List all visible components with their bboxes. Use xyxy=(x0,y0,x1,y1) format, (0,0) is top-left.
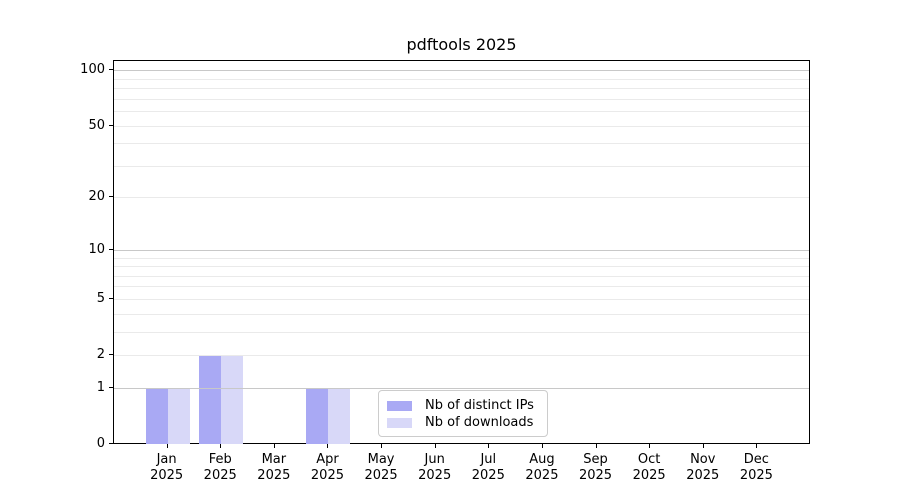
gridline-minor-9 xyxy=(114,257,809,259)
gridline-minor-3 xyxy=(114,331,809,333)
gridline-minor-2 xyxy=(114,355,809,357)
bar-jan-distinct-ips xyxy=(145,388,168,444)
bar-feb-downloads xyxy=(221,356,244,444)
bar-apr-distinct-ips xyxy=(306,388,329,444)
x-tick-mark-apr xyxy=(327,444,329,448)
x-tick-mark-nov xyxy=(702,444,704,448)
gridline-minor-30 xyxy=(114,165,809,167)
y-tick-label-2: 2 xyxy=(96,347,105,363)
chart-title: pdftools 2025 xyxy=(406,35,517,54)
y-tick-label-5: 5 xyxy=(96,290,105,306)
legend-item-distinct-ips: Nb of distinct IPs xyxy=(387,398,537,413)
gridline-minor-80 xyxy=(114,88,809,90)
y-tick-label-10: 10 xyxy=(88,241,105,257)
gridline-minor-40 xyxy=(114,143,809,145)
x-tick-label-dec: Dec 2025 xyxy=(739,452,773,483)
gridline-major-1 xyxy=(114,387,809,389)
x-tick-mark-jan xyxy=(166,444,168,448)
legend-label-downloads: Nb of downloads xyxy=(425,415,534,430)
y-tick-mark-5 xyxy=(109,297,113,299)
y-tick-mark-1 xyxy=(109,386,113,388)
x-tick-label-jun: Jun 2025 xyxy=(418,452,452,483)
bar-feb-distinct-ips xyxy=(199,356,222,444)
legend-item-downloads: Nb of downloads xyxy=(387,415,537,430)
x-tick-label-jul: Jul 2025 xyxy=(471,452,505,483)
gridline-major-100 xyxy=(114,70,809,72)
gridline-minor-50 xyxy=(114,125,809,127)
gridline-minor-5 xyxy=(114,298,809,300)
legend: Nb of distinct IPs Nb of downloads xyxy=(378,390,548,437)
x-tick-label-nov: Nov 2025 xyxy=(686,452,720,483)
gridline-minor-8 xyxy=(114,266,809,268)
y-tick-mark-10 xyxy=(109,248,113,250)
x-tick-mark-mar xyxy=(273,444,275,448)
x-tick-label-feb: Feb 2025 xyxy=(203,452,237,483)
gridline-minor-7 xyxy=(114,275,809,277)
plot-area xyxy=(113,60,810,444)
gridline-minor-20 xyxy=(114,197,809,199)
gridline-minor-70 xyxy=(114,98,809,100)
x-tick-mark-feb xyxy=(220,444,222,448)
x-tick-mark-dec xyxy=(756,444,758,448)
y-tick-label-100: 100 xyxy=(80,62,105,78)
x-tick-mark-sep xyxy=(595,444,597,448)
bar-jan-downloads xyxy=(167,388,190,444)
y-tick-mark-100 xyxy=(109,69,113,71)
legend-swatch-downloads xyxy=(387,417,412,428)
y-tick-label-1: 1 xyxy=(96,379,105,395)
x-tick-mark-jul xyxy=(488,444,490,448)
gridline-minor-4 xyxy=(114,313,809,315)
x-tick-label-jan: Jan 2025 xyxy=(150,452,184,483)
x-tick-mark-jun xyxy=(434,444,436,448)
x-tick-label-apr: Apr 2025 xyxy=(310,452,344,483)
bar-apr-downloads xyxy=(328,388,351,444)
y-tick-mark-2 xyxy=(109,354,113,356)
y-tick-label-0: 0 xyxy=(96,436,105,451)
x-tick-label-sep: Sep 2025 xyxy=(578,452,613,483)
legend-swatch-distinct-ips xyxy=(387,400,412,411)
x-tick-label-aug: Aug 2025 xyxy=(525,452,559,483)
y-tick-mark-20 xyxy=(109,196,113,198)
x-tick-label-oct: Oct 2025 xyxy=(632,452,666,483)
gridline-minor-6 xyxy=(114,286,809,288)
gridline-minor-90 xyxy=(114,78,809,80)
gridline-major-10 xyxy=(114,249,809,251)
x-tick-mark-may xyxy=(381,444,383,448)
y-tick-label-20: 20 xyxy=(88,189,105,205)
x-tick-label-mar: Mar 2025 xyxy=(257,452,291,483)
gridline-minor-60 xyxy=(114,111,809,113)
legend-label-distinct-ips: Nb of distinct IPs xyxy=(425,398,534,413)
y-tick-label-50: 50 xyxy=(88,117,105,133)
x-tick-mark-oct xyxy=(649,444,651,448)
x-tick-label-may: May 2025 xyxy=(364,452,398,483)
x-tick-mark-aug xyxy=(541,444,543,448)
y-tick-mark-0 xyxy=(109,443,113,444)
y-tick-mark-50 xyxy=(109,124,113,126)
